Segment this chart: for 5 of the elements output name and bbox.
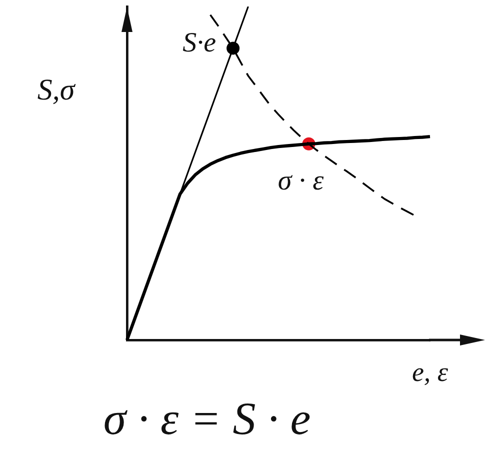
text: σ · ε = S · e [103,393,311,444]
x-axis-title: e, ε [412,357,448,388]
annotation: σ · ε [278,165,324,196]
y-axis-title: S,σ [37,73,76,106]
annotation: S·e [182,28,216,59]
